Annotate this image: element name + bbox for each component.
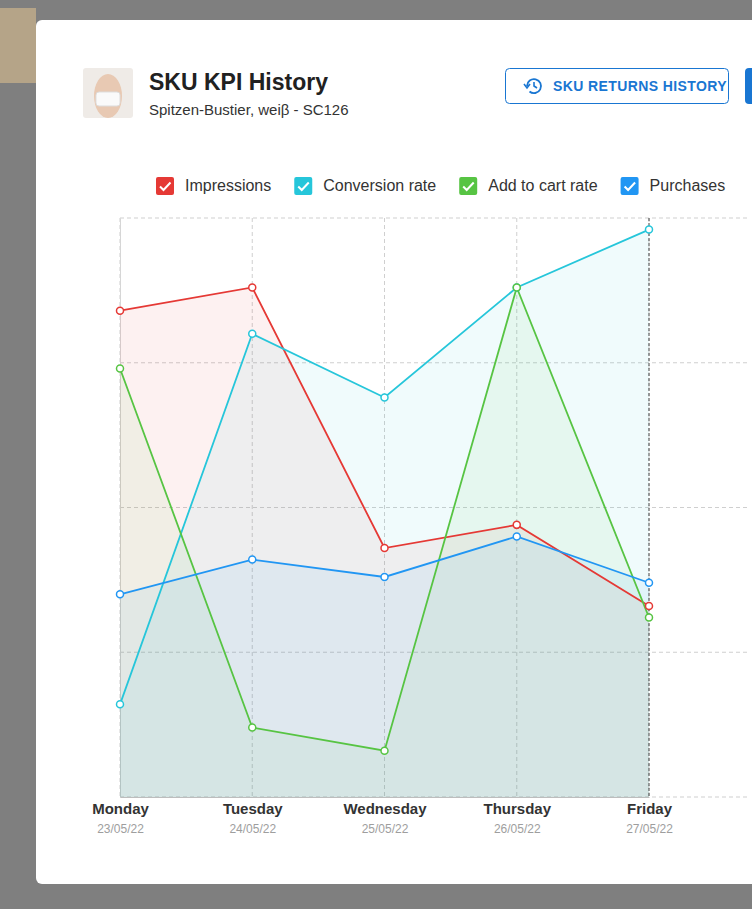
x-tick-date: 24/05/22 xyxy=(229,822,276,836)
legend-item[interactable]: Add to cart rate xyxy=(459,177,597,195)
x-tick-label: Wednesday xyxy=(343,800,427,817)
legend-label[interactable]: Purchases xyxy=(650,177,726,194)
data-point[interactable] xyxy=(513,284,520,291)
series-line xyxy=(120,536,649,594)
legend-label[interactable]: Conversion rate xyxy=(323,177,436,194)
legend-item[interactable]: Purchases xyxy=(621,177,726,195)
series-line xyxy=(120,287,649,750)
grid xyxy=(120,218,748,797)
hover-line xyxy=(649,218,650,797)
x-tick-label: Monday xyxy=(92,800,149,817)
x-tick-date: 27/05/22 xyxy=(626,822,673,836)
x-tick-label: Friday xyxy=(627,800,673,817)
legend-checkbox[interactable] xyxy=(459,177,477,195)
image-garment xyxy=(96,92,120,106)
legend-item[interactable]: Conversion rate xyxy=(294,177,436,195)
data-point[interactable] xyxy=(249,556,256,563)
data-point[interactable] xyxy=(381,747,388,754)
data-point[interactable] xyxy=(117,307,124,314)
product-image xyxy=(83,68,133,118)
data-point[interactable] xyxy=(646,602,653,609)
x-axis-line xyxy=(121,797,650,798)
grid-line-y xyxy=(120,218,748,219)
x-tick: Thursday 26/05/22 xyxy=(483,797,551,836)
data-point[interactable] xyxy=(646,614,653,621)
legend-check[interactable] xyxy=(463,183,474,191)
returns-history-button[interactable]: SKU RETURNS HISTORY xyxy=(506,69,729,104)
x-axis: Monday 23/05/22 Tuesday 24/05/22 Wednesday 25… xyxy=(92,797,673,836)
x-tick-date: 25/05/22 xyxy=(362,822,409,836)
series-area xyxy=(120,230,649,797)
legend-item[interactable]: Impressions xyxy=(156,177,271,195)
page: SKU KPI History Spitzen-Bustier, weiβ - S… xyxy=(0,0,752,909)
data-point[interactable] xyxy=(381,573,388,580)
x-tick-label: Thursday xyxy=(483,800,551,817)
legend: Impressions Conversion rate Add to cart ra… xyxy=(156,177,725,195)
data-point[interactable] xyxy=(646,579,653,586)
legend-label[interactable]: Impressions xyxy=(185,177,271,194)
legend-check[interactable] xyxy=(298,183,309,191)
data-point[interactable] xyxy=(646,226,653,233)
button-frame[interactable] xyxy=(506,69,729,104)
series-area xyxy=(120,536,649,797)
data-point[interactable] xyxy=(249,724,256,731)
x-tick-date: 26/05/22 xyxy=(494,822,541,836)
legend-checkbox[interactable] xyxy=(294,177,312,195)
legend-label[interactable]: Add to cart rate xyxy=(488,177,597,194)
x-tick: Friday 27/05/22 xyxy=(626,797,673,836)
other-button[interactable] xyxy=(745,68,752,104)
data-point[interactable] xyxy=(249,330,256,337)
data-point[interactable] xyxy=(513,284,520,291)
legend-check[interactable] xyxy=(625,183,636,191)
data-point[interactable] xyxy=(381,394,388,401)
data-point[interactable] xyxy=(117,365,124,372)
plot-area xyxy=(117,218,653,797)
legend-checkbox[interactable] xyxy=(621,177,639,195)
backdrop-band xyxy=(0,8,36,83)
image-figure xyxy=(94,74,122,118)
legend-check[interactable] xyxy=(160,183,171,191)
series-line xyxy=(120,230,649,705)
button-label[interactable]: SKU RETURNS HISTORY xyxy=(553,78,727,94)
data-point[interactable] xyxy=(117,591,124,598)
series-line xyxy=(120,287,649,605)
subtitle: Spitzen-Bustier, weiβ - SC126 xyxy=(149,101,349,118)
title: SKU KPI History xyxy=(149,69,328,95)
data-point[interactable] xyxy=(513,533,520,540)
x-tick: Tuesday 24/05/22 xyxy=(223,797,283,836)
button-icon-hands[interactable] xyxy=(524,82,537,88)
x-tick: Monday 23/05/22 xyxy=(92,797,149,836)
image-frame xyxy=(83,68,133,118)
x-tick-date: 23/05/22 xyxy=(97,822,144,836)
data-point[interactable] xyxy=(381,545,388,552)
series-area xyxy=(120,287,649,797)
data-point[interactable] xyxy=(117,701,124,708)
data-point[interactable] xyxy=(249,284,256,291)
x-tick-label: Tuesday xyxy=(223,800,283,817)
modal xyxy=(36,20,752,884)
data-point[interactable] xyxy=(513,521,520,528)
x-tick: Wednesday 25/05/22 xyxy=(343,797,427,836)
legend-checkbox[interactable] xyxy=(156,177,174,195)
